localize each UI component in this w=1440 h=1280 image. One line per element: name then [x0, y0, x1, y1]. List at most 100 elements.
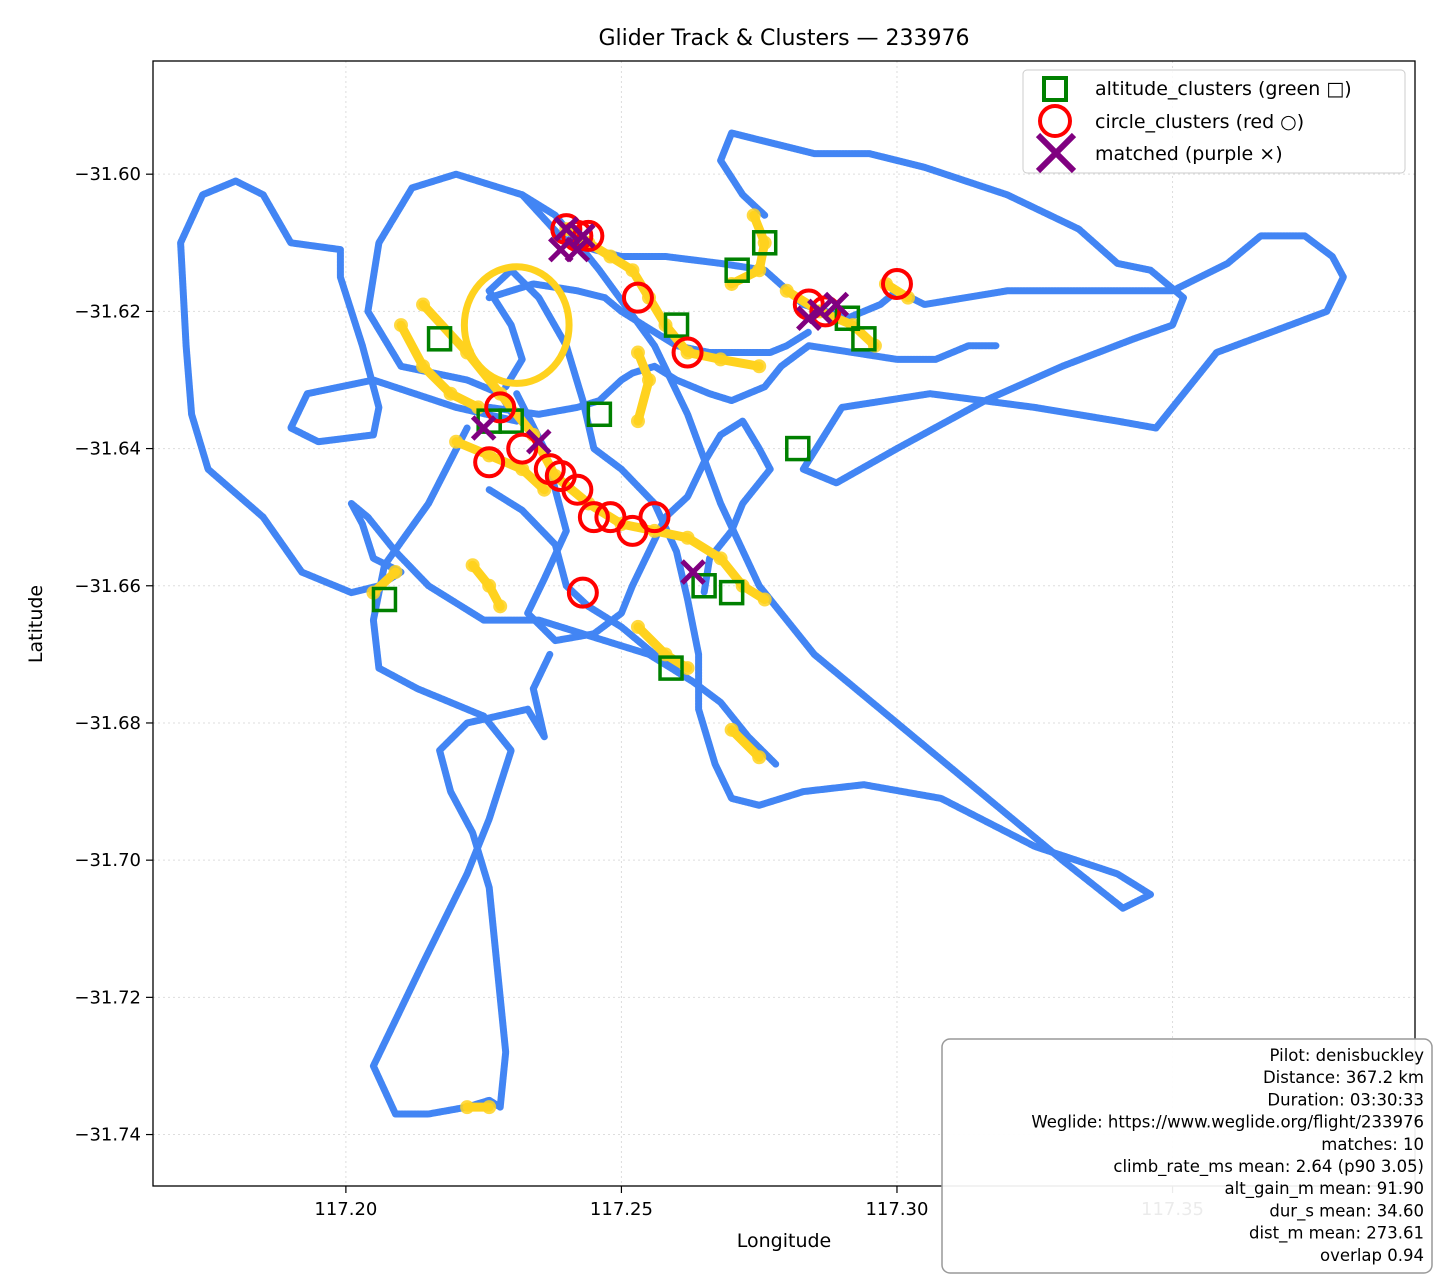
altitude-cluster-marker: [718, 579, 745, 606]
climb-point: [443, 386, 458, 401]
matched-marker: [564, 236, 591, 263]
climb-segment: [451, 437, 549, 495]
climb-point: [757, 592, 772, 607]
legend-x-marker: [1035, 132, 1077, 174]
y-tick-label: −31.62: [74, 301, 141, 322]
climb-point: [779, 283, 794, 298]
climb-point: [641, 372, 656, 387]
y-tick-label: −31.72: [74, 987, 141, 1008]
climb-point: [630, 414, 645, 429]
climb-segment: [727, 210, 770, 289]
info-line: dist_m mean: 273.61: [1249, 1224, 1424, 1244]
climb-point: [388, 565, 403, 580]
legend-frame: [1022, 69, 1406, 174]
thermal-circle: [460, 263, 573, 387]
legend-label-altitude: altitude_clusters (green □): [1095, 78, 1352, 100]
circle-cluster-marker: [566, 576, 599, 609]
climb-point: [393, 318, 408, 333]
circle-cluster-marker: [638, 501, 671, 534]
y-tick-label: −31.64: [74, 439, 141, 460]
info-line: Weglide: https://www.weglide.org/flight/…: [1031, 1113, 1424, 1132]
legend-label-circle: circle_clusters (red ○): [1095, 111, 1304, 133]
climb-point: [630, 345, 645, 360]
y-tick-label: −31.66: [74, 576, 141, 597]
matched-marker: [570, 223, 596, 249]
climb-point: [752, 359, 767, 374]
info-line: dur_s mean: 34.60: [1269, 1201, 1424, 1221]
matched-marker: [796, 305, 822, 332]
circle-cluster-marker: [621, 281, 654, 314]
climb-point: [537, 482, 552, 497]
circle-cluster-marker: [473, 446, 506, 479]
climb-point: [713, 551, 728, 566]
circle-cluster-marker: [561, 473, 594, 506]
info-line: climb_rate_ms mean: 2.64 (p90 3.05): [1113, 1157, 1424, 1177]
climb-layer: [366, 208, 915, 1115]
climb-point: [465, 558, 480, 573]
track-line: [485, 191, 1154, 912]
y-tick-label: −31.60: [74, 164, 141, 185]
x-axis-label: Longitude: [737, 1230, 832, 1252]
y-tick-label: −31.74: [74, 1125, 141, 1146]
y-tick-label: −31.70: [74, 850, 141, 871]
climb-point: [416, 359, 431, 374]
matched-marker: [680, 559, 706, 585]
climb-point: [515, 462, 530, 477]
legend-label-matched: matched (purple ×): [1095, 143, 1283, 165]
altitude-cluster-marker: [586, 401, 613, 428]
climb-point: [482, 1100, 497, 1115]
climb-point: [625, 263, 640, 278]
track-line: [551, 129, 1347, 487]
climb-point: [680, 661, 695, 676]
climb-point: [757, 235, 772, 250]
altitude-cluster-marker: [724, 257, 750, 283]
circle-cluster-marker: [577, 501, 610, 534]
y-axis-label: Latitude: [25, 585, 47, 663]
climb-point: [603, 249, 618, 264]
climb-point: [460, 1100, 475, 1115]
legend: altitude_clusters (green □) circle_clust…: [1022, 69, 1406, 174]
x-tick-label: 117.25: [590, 1199, 653, 1220]
circle-cluster-marker: [880, 267, 913, 300]
matched-marker: [823, 291, 850, 318]
climb-point: [724, 722, 739, 737]
plot-frame: [152, 60, 1416, 1187]
altitude-cluster-marker: [751, 230, 778, 256]
altitude-cluster-marker: [785, 435, 811, 462]
info-box: Pilot: denisbuckley Distance: 367.2 km Dur…: [941, 1038, 1433, 1274]
info-lines: Pilot: denisbuckley Distance: 367.2 km Dur…: [1031, 1046, 1424, 1265]
y-tick-label: −31.68: [74, 713, 141, 734]
climb-point: [416, 297, 431, 312]
matched-marker: [525, 428, 552, 455]
legend-circle-marker: [1038, 104, 1072, 138]
altitude-cluster-marker: [663, 312, 690, 338]
climb-segment: [396, 320, 483, 412]
climb-point: [630, 619, 645, 634]
track-line: [177, 170, 780, 768]
info-line: Distance: 367.2 km: [1263, 1068, 1424, 1087]
track-line: [485, 280, 813, 356]
climb-point: [449, 434, 464, 449]
info-line: alt_gain_m mean: 91.90: [1225, 1179, 1424, 1199]
climb-point: [680, 530, 695, 545]
legend-square-marker: [1042, 76, 1068, 102]
axes-ticks: 117.20117.25117.30117.35−31.60−31.62−31.…: [74, 164, 1204, 1220]
climb-point: [482, 578, 497, 593]
climb-point: [493, 599, 508, 614]
climb-point: [680, 345, 695, 360]
info-line: matches: 10: [1321, 1135, 1424, 1154]
altitude-cluster-marker: [691, 573, 717, 599]
marker-layer: [371, 213, 913, 681]
x-tick-label: 117.30: [865, 1199, 928, 1220]
climb-point: [482, 448, 497, 463]
matched-marker: [553, 216, 580, 242]
info-box-frame: [941, 1038, 1433, 1274]
info-line: overlap 0.94: [1320, 1246, 1424, 1265]
circle-cluster-marker: [671, 336, 704, 369]
circle-cluster-marker: [484, 391, 517, 424]
climb-point: [752, 750, 767, 765]
matched-marker: [470, 415, 497, 441]
track-line: [485, 486, 680, 672]
info-line: Pilot: denisbuckley: [1270, 1046, 1425, 1065]
